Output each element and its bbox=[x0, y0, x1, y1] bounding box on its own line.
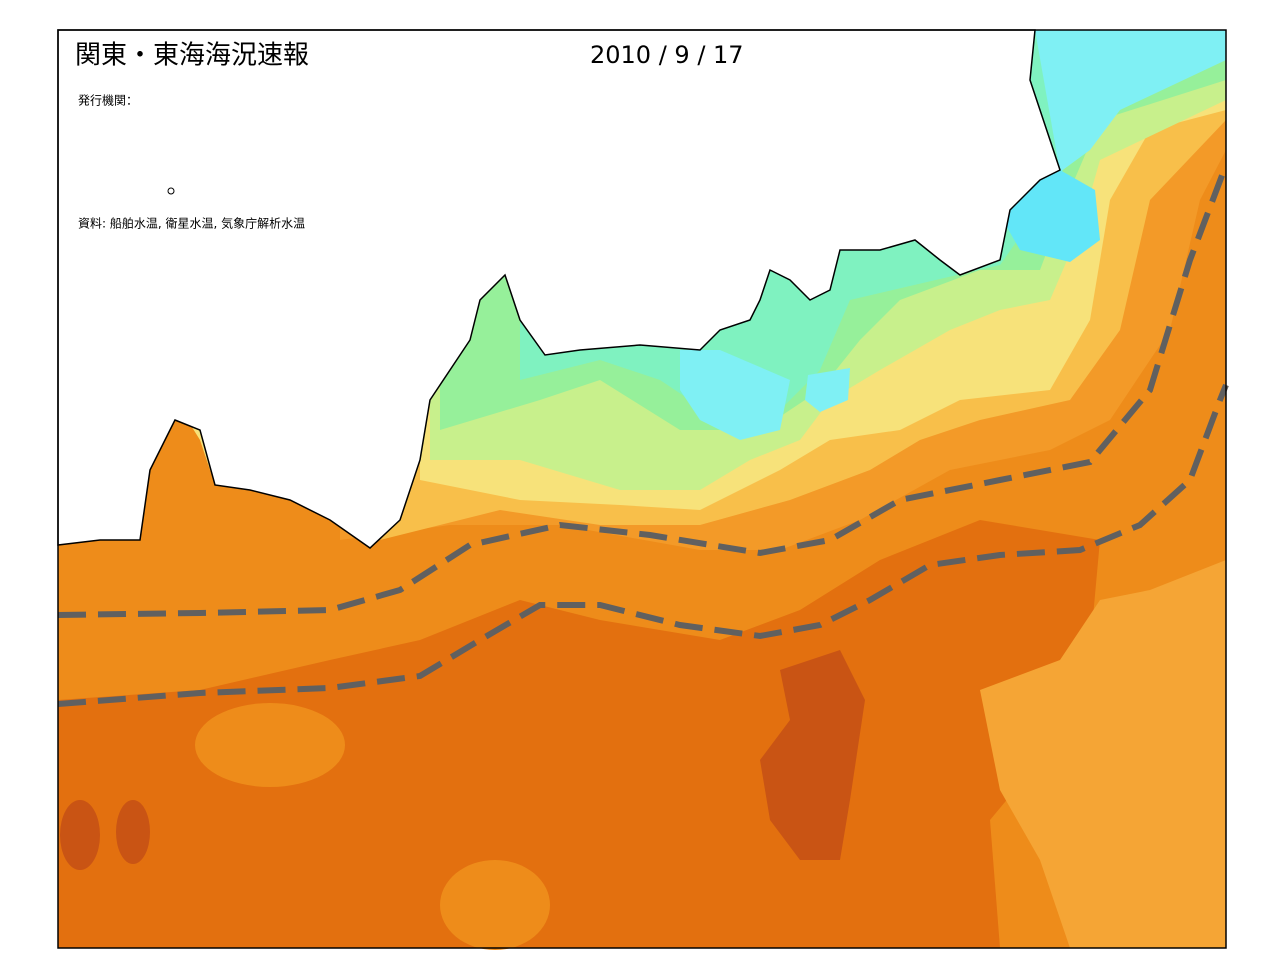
kuroshio-axis bbox=[57, 163, 1229, 707]
date: 2010 / 9 / 17 bbox=[590, 41, 744, 69]
title: 関東・東海海況速報 bbox=[75, 41, 309, 71]
map-frame bbox=[57, 29, 1227, 949]
land bbox=[57, 29, 1061, 549]
publisher-label: 発行機関： bbox=[78, 93, 138, 108]
marker bbox=[167, 187, 175, 195]
source: 資料: 船舶水温, 衛星水温, 気象庁解析水温 bbox=[78, 216, 305, 231]
